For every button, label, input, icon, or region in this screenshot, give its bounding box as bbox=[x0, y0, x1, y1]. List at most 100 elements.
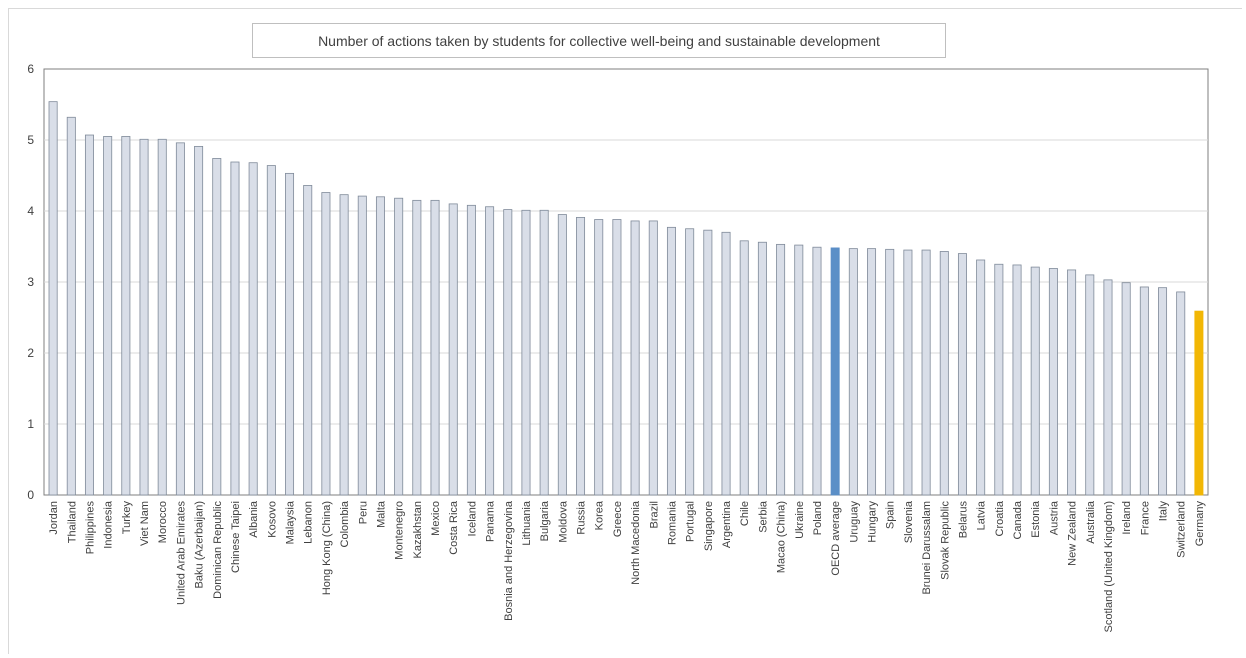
x-tick-label: Croatia bbox=[994, 500, 1006, 536]
x-tick-label: Montenegro bbox=[394, 501, 406, 560]
x-tick-label: Greece bbox=[612, 501, 624, 537]
bar-turkey bbox=[121, 136, 131, 496]
bar-canada bbox=[1012, 264, 1022, 496]
y-tick-label: 6 bbox=[27, 62, 34, 76]
x-tick-label: Mexico bbox=[430, 501, 442, 536]
bar-slovenia bbox=[903, 249, 913, 496]
bar-oecd-average bbox=[830, 247, 840, 496]
x-tick-label: Hungary bbox=[867, 501, 879, 543]
x-tick-label: Slovenia bbox=[903, 500, 915, 543]
x-tick-label: Morocco bbox=[157, 501, 169, 543]
y-tick-label: 0 bbox=[27, 488, 34, 502]
bar-panama bbox=[485, 206, 495, 496]
bar-croatia bbox=[994, 263, 1004, 496]
y-tick-label: 3 bbox=[27, 275, 34, 289]
bar-ireland bbox=[1121, 282, 1131, 496]
x-tick-label: Singapore bbox=[703, 501, 715, 551]
bar-portugal bbox=[685, 228, 695, 496]
x-tick-label: Scotland (United Kingdom) bbox=[1103, 501, 1115, 632]
bar-peru bbox=[357, 195, 367, 496]
bar-argentina bbox=[721, 231, 731, 496]
bar-united-arab-emirates bbox=[175, 142, 185, 496]
y-tick-label: 2 bbox=[27, 346, 34, 360]
x-tick-label: Ukraine bbox=[794, 501, 806, 539]
bar-jordan bbox=[48, 101, 58, 496]
bar-france bbox=[1139, 286, 1149, 496]
bar-greece bbox=[612, 219, 622, 496]
bar-philippines bbox=[84, 134, 94, 496]
x-tick-label: Chile bbox=[739, 501, 751, 526]
x-tick-label: Chinese Taipei bbox=[230, 501, 242, 573]
bar-latvia bbox=[976, 259, 986, 496]
bar-thailand bbox=[66, 116, 76, 496]
bar-new-zealand bbox=[1067, 269, 1077, 496]
x-tick-label: Panama bbox=[485, 500, 497, 542]
x-tick-label: Lithuania bbox=[521, 500, 533, 546]
bar-italy bbox=[1158, 287, 1168, 496]
y-tick-label: 4 bbox=[27, 204, 34, 218]
bar-uruguay bbox=[848, 248, 858, 496]
bar-australia bbox=[1085, 274, 1095, 496]
bar-iceland bbox=[466, 204, 476, 496]
bar-dominican-republic bbox=[212, 158, 222, 496]
bar-mexico bbox=[430, 199, 440, 496]
bar-austria bbox=[1048, 268, 1058, 496]
bar-colombia bbox=[339, 194, 349, 496]
x-tick-label: Italy bbox=[1158, 501, 1170, 522]
bar-moldova bbox=[557, 214, 567, 496]
x-tick-label: Brazil bbox=[648, 501, 660, 529]
bar-ukraine bbox=[794, 244, 804, 496]
bar-baku-azerbaijan bbox=[194, 145, 204, 496]
x-tick-label: Peru bbox=[357, 501, 369, 524]
chart-title: Number of actions taken by students for … bbox=[252, 23, 946, 58]
x-tick-label: Romania bbox=[666, 500, 678, 545]
bar-hungary bbox=[867, 248, 877, 496]
bar-slovak-republic bbox=[939, 251, 949, 496]
x-tick-label: Poland bbox=[812, 501, 824, 535]
bar-switzerland bbox=[1176, 291, 1186, 496]
x-tick-label: Russia bbox=[576, 500, 588, 535]
bar-bosnia-and-herzegovina bbox=[503, 209, 513, 496]
x-tick-label: Colombia bbox=[339, 500, 351, 547]
x-tick-label: Albania bbox=[248, 500, 260, 538]
x-tick-label: Moldova bbox=[557, 500, 569, 542]
bar-viet-nam bbox=[139, 138, 149, 496]
x-tick-label: Switzerland bbox=[1176, 501, 1188, 558]
x-tick-label: United Arab Emirates bbox=[175, 501, 187, 605]
x-tick-label: Slovak Republic bbox=[939, 501, 951, 580]
x-tick-label: Argentina bbox=[721, 500, 733, 548]
bar-belarus bbox=[957, 253, 967, 496]
x-tick-label: Philippines bbox=[84, 501, 96, 555]
x-tick-label: Malta bbox=[375, 500, 387, 528]
x-tick-label: Costa Rica bbox=[448, 500, 460, 555]
bar-hong-kong-china bbox=[321, 192, 331, 496]
bar-lebanon bbox=[303, 185, 313, 496]
x-tick-label: Kazakhstan bbox=[412, 501, 424, 558]
bar-lithuania bbox=[521, 209, 531, 496]
bar-russia bbox=[576, 216, 586, 496]
bar-kosovo bbox=[266, 165, 276, 496]
x-tick-label: North Macedonia bbox=[630, 500, 642, 585]
x-tick-label: Bulgaria bbox=[539, 500, 551, 541]
x-tick-label: Iceland bbox=[466, 501, 478, 536]
bar-chile bbox=[739, 240, 749, 496]
x-tick-label: Uruguay bbox=[848, 501, 860, 543]
bar-macao-china bbox=[776, 243, 786, 496]
bar-bulgaria bbox=[539, 209, 549, 496]
bar-albania bbox=[248, 162, 258, 496]
x-tick-label: Malaysia bbox=[285, 500, 297, 544]
bar-korea bbox=[594, 219, 604, 496]
bar-romania bbox=[666, 226, 676, 496]
bar-morocco bbox=[157, 138, 167, 496]
x-tick-label: Baku (Azerbaijan) bbox=[194, 501, 206, 588]
x-tick-label: France bbox=[1139, 501, 1151, 535]
x-tick-label: Korea bbox=[594, 500, 606, 530]
x-tick-label: Austria bbox=[1048, 500, 1060, 535]
bar-estonia bbox=[1030, 266, 1040, 496]
bar-brunei-darussalam bbox=[921, 249, 931, 496]
x-tick-label: Portugal bbox=[685, 501, 697, 542]
x-tick-label: Germany bbox=[1194, 501, 1206, 547]
bar-poland bbox=[812, 246, 822, 496]
x-tick-label: Macao (China) bbox=[776, 501, 788, 573]
x-tick-label: Bosnia and Herzegovina bbox=[503, 500, 515, 621]
